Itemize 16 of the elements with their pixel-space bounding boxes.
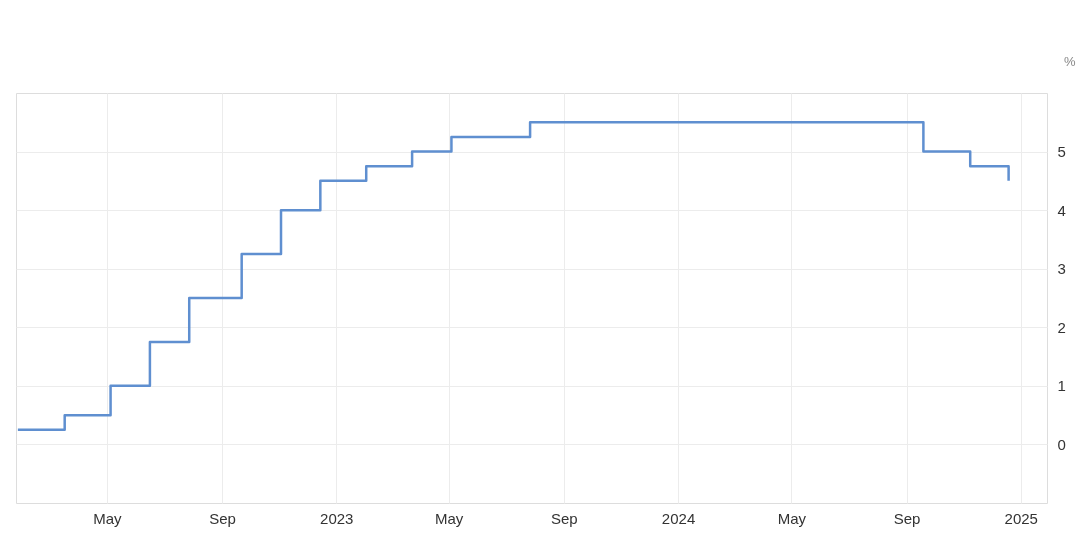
x-tick-label: Sep: [209, 509, 236, 527]
y-tick-label: 0: [1057, 435, 1066, 453]
y-tick-label: 3: [1057, 260, 1066, 278]
y-tick-label: 1: [1057, 377, 1066, 395]
x-tick-label: Sep: [550, 509, 578, 527]
x-tick-label: May: [93, 509, 122, 527]
y-tick-label: 2: [1057, 318, 1066, 336]
x-tick-label: 2024: [661, 509, 696, 527]
y-tick-label: 4: [1057, 201, 1066, 219]
x-tick-label: 2025: [1004, 509, 1038, 527]
x-tick-label: Sep: [893, 509, 921, 527]
y-axis-title: %: [1063, 53, 1076, 69]
x-tick-label: May: [434, 509, 464, 527]
x-tick-label: 2023: [320, 509, 354, 527]
x-tick-label: May: [777, 509, 807, 527]
y-tick-label: 5: [1057, 143, 1066, 161]
